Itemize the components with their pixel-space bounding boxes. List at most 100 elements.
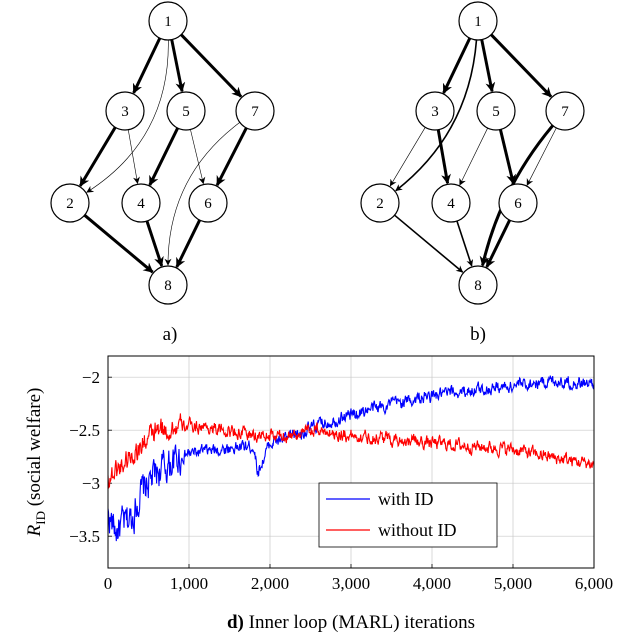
edge-2-8 <box>83 214 154 274</box>
y-axis-label-rest: (social welfare) <box>24 388 45 511</box>
graph-a: 1 3 5 7 2 4 6 8 a) <box>50 1 275 345</box>
node-2: 2 <box>360 183 400 223</box>
edge-1-2 <box>86 39 169 193</box>
node-1-label: 1 <box>474 14 482 30</box>
node-2-label: 2 <box>66 196 74 212</box>
x-tick-label: 5,000 <box>494 574 532 593</box>
node-2: 2 <box>50 183 90 223</box>
node-7-label: 7 <box>561 104 569 120</box>
node-6: 6 <box>188 183 228 223</box>
node-6-circle <box>498 183 538 223</box>
node-7-circle <box>545 91 585 131</box>
node-4-circle <box>431 183 471 223</box>
node-6: 6 <box>498 183 538 223</box>
edge-3-4 <box>127 129 140 184</box>
node-5-label: 5 <box>492 104 500 120</box>
node-8: 8 <box>458 265 498 305</box>
legend-label-with-id: with ID <box>378 489 434 509</box>
node-6-circle <box>188 183 228 223</box>
node-6-label: 6 <box>514 196 522 212</box>
y-axis-label-sub: ID <box>33 511 48 525</box>
y-tick-label: −2.5 <box>69 421 100 440</box>
edge-1-2 <box>395 39 478 192</box>
node-5-circle <box>476 91 516 131</box>
chart-series <box>108 375 594 542</box>
node-1: 1 <box>148 1 188 41</box>
y-tick-label: −3.5 <box>69 527 100 546</box>
graph-a-edges <box>78 33 248 274</box>
edge-6-8 <box>485 219 512 268</box>
x-tick-label: 4,000 <box>413 574 451 593</box>
y-axis-label-main: R <box>24 524 45 537</box>
x-tick-label: 6,000 <box>575 574 613 593</box>
graph-b: 1 3 5 7 2 4 6 8 b) <box>360 1 585 345</box>
node-5: 5 <box>476 91 516 131</box>
node-8-circle <box>148 265 188 305</box>
node-3-label: 3 <box>121 104 129 120</box>
plot-frame <box>107 355 595 569</box>
series-line-with-id <box>108 375 594 542</box>
node-4-circle <box>121 183 161 223</box>
edge-1-7 <box>490 33 553 98</box>
series-line-without-id <box>108 413 594 489</box>
legend-box <box>318 482 498 548</box>
node-8-circle <box>458 265 498 305</box>
edge-5-4 <box>459 127 488 186</box>
edge-1-3 <box>132 37 162 94</box>
x-tick-labels: 0 1,000 2,000 3,000 4,000 5,000 6,000 <box>104 574 613 593</box>
edge-3-2 <box>78 126 117 187</box>
edge-7-6 <box>526 127 557 186</box>
edge-5-4 <box>148 127 179 186</box>
edge-2-8 <box>394 214 464 273</box>
edge-3-2 <box>389 127 426 187</box>
y-tick-labels: −2 −2.5 −3 −3.5 <box>69 368 100 546</box>
graph-b-caption: b) <box>470 324 486 345</box>
edge-5-6 <box>190 129 206 185</box>
node-4: 4 <box>121 183 161 223</box>
x-tick-label: 0 <box>104 574 113 593</box>
node-7-circle <box>235 91 275 131</box>
edge-7-6 <box>215 127 248 187</box>
x-tick-label: 1,000 <box>170 574 208 593</box>
edge-5-6 <box>498 129 517 185</box>
line-chart: 0 1,000 2,000 3,000 4,000 5,000 6,000 −2 −2.5 −3… <box>24 355 613 633</box>
node-3-label: 3 <box>431 104 439 120</box>
node-3-circle <box>415 91 455 131</box>
node-1: 1 <box>458 1 498 41</box>
y-tick-label: −2 <box>82 368 100 387</box>
legend-label-without-id: without ID <box>378 520 457 540</box>
edge-1-3 <box>442 37 472 94</box>
edge-1-5 <box>480 39 496 93</box>
node-8-label: 8 <box>474 278 482 294</box>
graph-b-nodes: 1 3 5 7 2 4 6 8 <box>360 1 585 305</box>
node-4-label: 4 <box>137 196 145 212</box>
node-3: 3 <box>105 91 145 131</box>
edge-4-8 <box>145 220 164 267</box>
node-1-circle <box>458 1 498 41</box>
node-2-circle <box>50 183 90 223</box>
x-tick-label: 2,000 <box>251 574 289 593</box>
node-3: 3 <box>415 91 455 131</box>
graph-b-edges <box>389 33 557 273</box>
node-7-label: 7 <box>251 104 259 120</box>
node-5-circle <box>166 91 206 131</box>
edge-7-8 <box>164 122 240 266</box>
y-tick-label: −3 <box>82 474 100 493</box>
edge-4-8 <box>456 220 474 267</box>
node-1-circle <box>148 1 188 41</box>
chart-legend: with ID without ID <box>318 482 498 548</box>
x-axis-label-bold: d) <box>227 612 244 633</box>
x-axis-label-text: Inner loop (MARL) iterations <box>244 612 475 633</box>
graph-a-caption: a) <box>163 324 178 345</box>
x-tick-label: 3,000 <box>332 574 370 593</box>
edge-1-5 <box>170 39 186 93</box>
edge-6-8 <box>175 219 202 268</box>
node-1-label: 1 <box>164 14 172 30</box>
node-5: 5 <box>166 91 206 131</box>
node-7: 7 <box>235 91 275 131</box>
node-5-label: 5 <box>182 104 190 120</box>
edge-3-4 <box>436 129 451 185</box>
node-2-circle <box>360 183 400 223</box>
y-axis-label: RID (social welfare) <box>24 388 48 538</box>
